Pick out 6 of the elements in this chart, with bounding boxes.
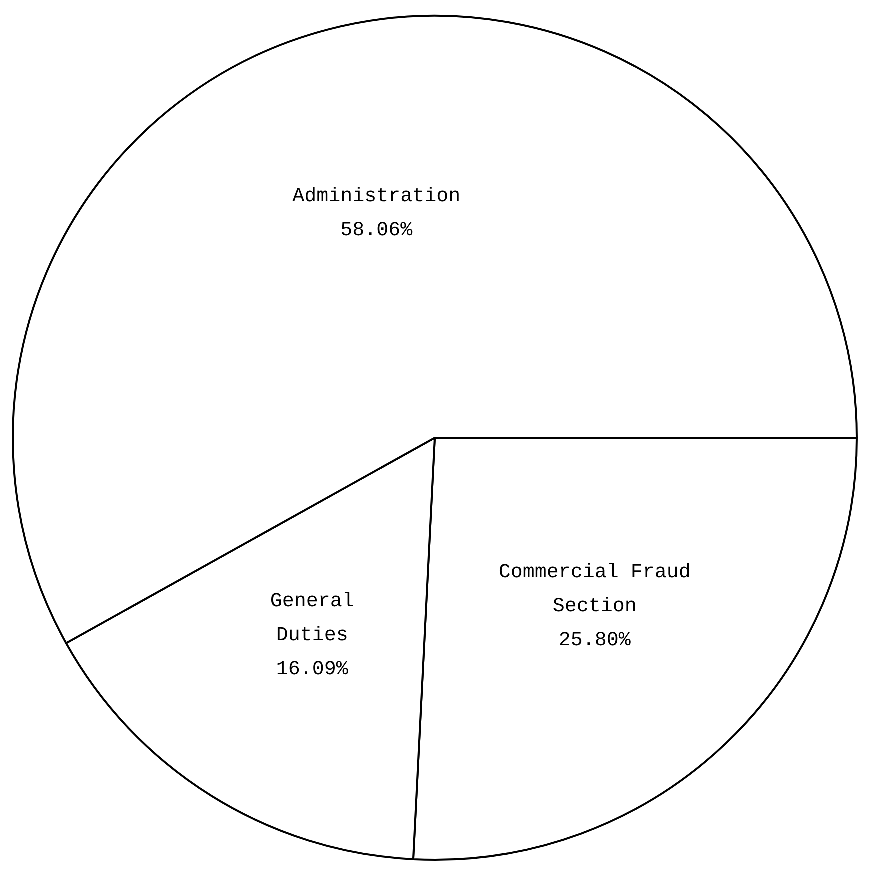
slice-label: General Duties [270,590,354,648]
data-label: 58.06% [340,220,414,243]
slice-label: Administration [292,186,461,209]
data-label: 25.80% [558,630,632,653]
data-label: 16.09% [276,658,350,682]
slice-label: Commercial Fraud Section [498,562,691,619]
